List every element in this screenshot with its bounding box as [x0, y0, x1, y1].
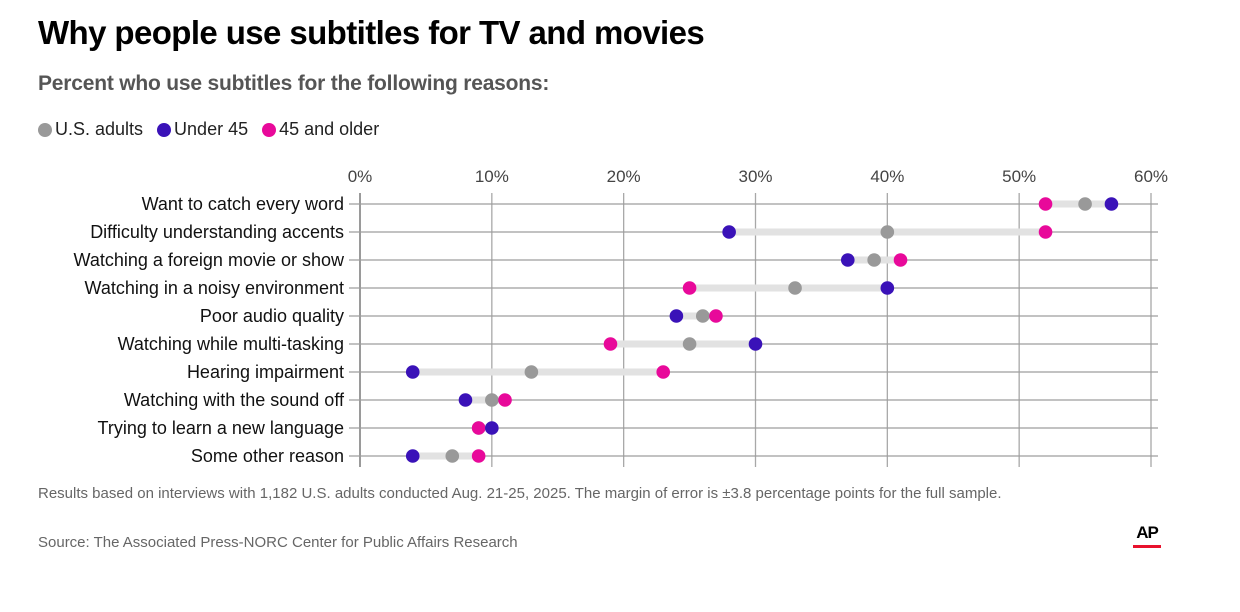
dot-45-and-older [1038, 225, 1053, 239]
source-note: Source: The Associated Press-NORC Center… [38, 534, 518, 551]
chart-title: Why people use subtitles for TV and movi… [38, 14, 705, 51]
legend-dot-icon [157, 122, 172, 137]
chart-subtitle: Percent who use subtitles for the follow… [38, 72, 550, 95]
dot-u-s-adults [682, 337, 697, 351]
ap-logo-text: AP [1136, 523, 1159, 542]
ap-logo: AP [1133, 524, 1161, 548]
methodology-note: Results based on interviews with 1,182 U… [38, 485, 1002, 502]
legend-label: Under 45 [174, 119, 249, 139]
dot-45-and-older [656, 365, 671, 379]
dot-under-45 [1104, 197, 1119, 211]
category-label: Watching in a noisy environment [85, 278, 344, 298]
dot-u-s-adults [1078, 197, 1092, 211]
dot-45-and-older [471, 449, 486, 463]
category-label: Some other reason [191, 446, 344, 466]
category-label: Difficulty understanding accents [90, 222, 344, 242]
dot-under-45 [405, 365, 420, 379]
dot-under-45 [458, 393, 473, 407]
ap-logo-underline [1133, 545, 1161, 548]
category-row: Want to catch every word [142, 194, 1158, 214]
legend-label: U.S. adults [55, 119, 144, 139]
x-tick-label: 20% [607, 167, 641, 186]
dot-under-45 [840, 253, 855, 267]
category-label: Watching with the sound off [124, 390, 345, 410]
category-rows: Want to catch every word Difficulty under… [74, 194, 1158, 466]
legend-dot-icon [262, 122, 277, 137]
dot-45-and-older [1038, 197, 1053, 211]
category-row: Trying to learn a new language [98, 418, 1158, 438]
dot-under-45 [485, 421, 499, 435]
dot-u-s-adults [485, 393, 499, 407]
category-label: Poor audio quality [200, 306, 344, 326]
x-tick-label: 30% [738, 167, 772, 186]
legend-label: 45 and older [279, 119, 380, 139]
category-label: Hearing impairment [187, 362, 344, 382]
legend: U.S. adults Under 45 45 and older [38, 119, 393, 140]
category-row: Watching while multi-tasking [118, 334, 1158, 354]
legend-dot-icon [38, 122, 52, 137]
category-row: Watching with the sound off [124, 390, 1158, 410]
dot-plot: 0% 10% 20% 30% 40% 50% 60% Want to catch every… [74, 167, 1168, 467]
x-tick-label: 60% [1134, 167, 1168, 186]
dot-45-and-older [603, 337, 618, 351]
legend-item-45-and-older: 45 and older [262, 119, 379, 140]
legend-item-us-adults: U.S. adults [38, 119, 143, 140]
dot-under-45 [669, 309, 684, 323]
dot-under-45 [748, 337, 763, 351]
category-label: Trying to learn a new language [98, 418, 345, 438]
dot-45-and-older [498, 393, 512, 407]
dot-u-s-adults [524, 365, 539, 379]
dot-45-and-older [893, 253, 908, 267]
x-tick-label: 50% [1002, 167, 1036, 186]
dot-45-and-older [709, 309, 723, 323]
dot-u-s-adults [867, 253, 881, 267]
category-row: Watching a foreign movie or show [74, 250, 1158, 270]
x-tick-label: 0% [348, 167, 373, 186]
dot-u-s-adults [445, 449, 460, 463]
category-row: Difficulty understanding accents [90, 222, 1158, 242]
category-label: Want to catch every word [142, 194, 344, 214]
dot-under-45 [405, 449, 420, 463]
dot-u-s-adults [880, 225, 895, 239]
category-row: Hearing impairment [187, 362, 1158, 382]
category-label: Watching a foreign movie or show [74, 250, 345, 270]
legend-item-under-45: Under 45 [157, 119, 248, 140]
x-axis-ticks: 0% 10% 20% 30% 40% 50% 60% [348, 167, 1168, 186]
category-row: Some other reason [191, 446, 1158, 466]
dot-under-45 [880, 281, 895, 295]
category-row: Poor audio quality [200, 306, 1158, 326]
x-tick-label: 10% [475, 167, 509, 186]
category-label: Watching while multi-tasking [118, 334, 344, 354]
dot-u-s-adults [788, 281, 802, 295]
dot-45-and-older [682, 281, 697, 295]
dot-u-s-adults [695, 309, 710, 323]
category-row: Watching in a noisy environment [85, 278, 1158, 298]
dot-under-45 [722, 225, 736, 239]
x-tick-label: 40% [870, 167, 904, 186]
dot-45-and-older [471, 421, 486, 435]
